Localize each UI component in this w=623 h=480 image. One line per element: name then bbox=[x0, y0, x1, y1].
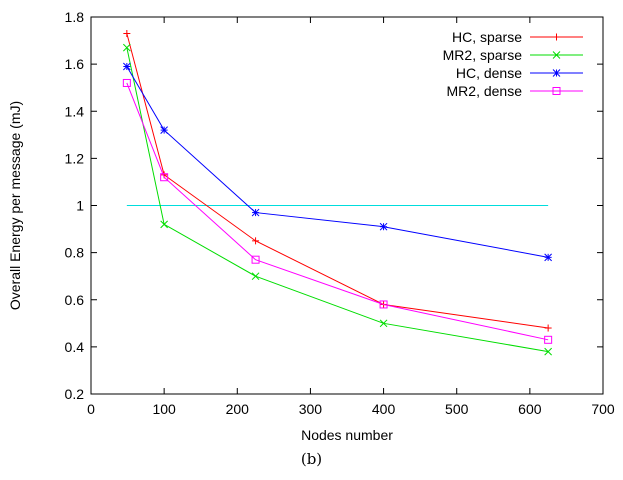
data-point bbox=[122, 62, 131, 71]
series-4 bbox=[122, 78, 553, 344]
series-line bbox=[126, 82, 549, 341]
y-tick-label: 1.6 bbox=[65, 56, 85, 72]
legend-marker bbox=[552, 87, 561, 95]
tick-group: 0 100 200 300 400 500 600 700 0.2 0.4 0.6 0.8 1 1.2 1.… bbox=[65, 9, 615, 417]
data-point bbox=[160, 173, 169, 182]
data-point bbox=[251, 272, 260, 281]
data-point bbox=[544, 253, 552, 262]
y-tick-label: 0.4 bbox=[65, 339, 85, 355]
series-3 bbox=[122, 62, 552, 262]
legend-label: HC, sparse bbox=[452, 29, 522, 45]
y-tick-label: 1.8 bbox=[65, 9, 85, 25]
legend-marker bbox=[552, 51, 561, 59]
y-tick-label: 0.6 bbox=[65, 292, 85, 308]
x-axis-title: Nodes number bbox=[301, 427, 393, 443]
legend-label: MR2, dense bbox=[447, 83, 523, 99]
data-point bbox=[379, 319, 388, 328]
x-tick-label: 600 bbox=[518, 401, 542, 417]
data-point bbox=[544, 335, 553, 344]
y-tick-label: 1.4 bbox=[65, 103, 85, 119]
series-2 bbox=[122, 43, 552, 356]
data-point bbox=[252, 237, 260, 245]
legend-marker bbox=[553, 33, 560, 41]
data-point bbox=[379, 222, 388, 231]
data-point bbox=[251, 255, 260, 264]
data-point bbox=[160, 126, 168, 134]
data-point bbox=[122, 43, 131, 52]
series-group bbox=[122, 29, 553, 356]
y-tick-label: 1 bbox=[76, 198, 84, 214]
legend-marker bbox=[552, 69, 561, 77]
x-tick-label: 500 bbox=[445, 401, 469, 417]
data-point bbox=[123, 29, 131, 37]
data-point bbox=[122, 78, 131, 87]
x-tick-label: 300 bbox=[299, 401, 323, 417]
x-tick-label: 400 bbox=[372, 401, 396, 417]
x-tick-label: 0 bbox=[87, 401, 95, 417]
y-tick-label: 1.2 bbox=[65, 150, 85, 166]
x-tick-label: 100 bbox=[152, 401, 176, 417]
data-point bbox=[251, 208, 260, 217]
legend: HC, sparse MR2, sparse HC, dense MR2, dense bbox=[443, 29, 583, 99]
data-point bbox=[544, 347, 552, 356]
x-tick-label: 200 bbox=[226, 401, 250, 417]
y-tick-label: 0.2 bbox=[65, 386, 85, 402]
legend-label: MR2, sparse bbox=[443, 47, 523, 63]
figure-caption: (b) bbox=[300, 450, 323, 468]
data-point bbox=[160, 220, 168, 229]
y-axis-title: Overall Energy per message (mJ) bbox=[7, 101, 23, 310]
data-point bbox=[379, 300, 388, 309]
data-point bbox=[544, 324, 552, 332]
energy-chart: 0 100 200 300 400 500 600 700 0.2 0.4 0.6 0.8 1 1.2 1.… bbox=[7, 9, 615, 443]
legend-label: HC, dense bbox=[456, 65, 522, 81]
y-tick-label: 0.8 bbox=[65, 245, 85, 261]
x-tick-label: 700 bbox=[591, 401, 615, 417]
